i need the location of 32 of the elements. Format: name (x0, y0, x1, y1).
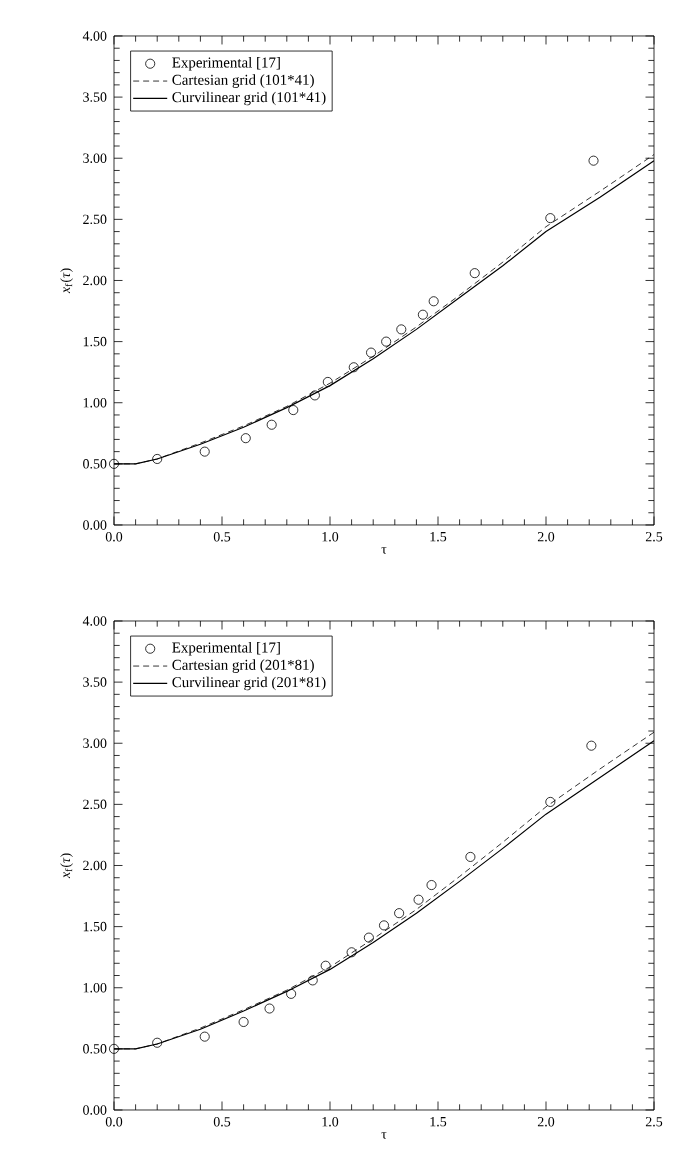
point (152, 453, 163, 464)
point (199, 1031, 210, 1042)
point (394, 908, 405, 919)
point (199, 446, 210, 457)
point (348, 362, 359, 373)
point (322, 376, 333, 387)
point (545, 213, 556, 224)
point (266, 419, 277, 430)
point (465, 851, 476, 862)
point (545, 796, 556, 807)
point (363, 932, 374, 943)
point (238, 1016, 249, 1027)
point (307, 975, 318, 986)
point (286, 988, 297, 999)
point (240, 433, 251, 444)
point (152, 1037, 163, 1048)
point (417, 309, 428, 320)
point (588, 155, 599, 166)
point (381, 336, 392, 347)
point (264, 1003, 275, 1014)
point (413, 894, 424, 905)
point (428, 296, 439, 307)
point (346, 947, 357, 958)
point (426, 880, 437, 891)
point (469, 268, 480, 279)
point (309, 390, 320, 401)
point (379, 920, 389, 931)
point (288, 405, 299, 416)
point (396, 324, 407, 335)
point (586, 740, 597, 751)
point (366, 347, 377, 358)
point (320, 960, 331, 971)
